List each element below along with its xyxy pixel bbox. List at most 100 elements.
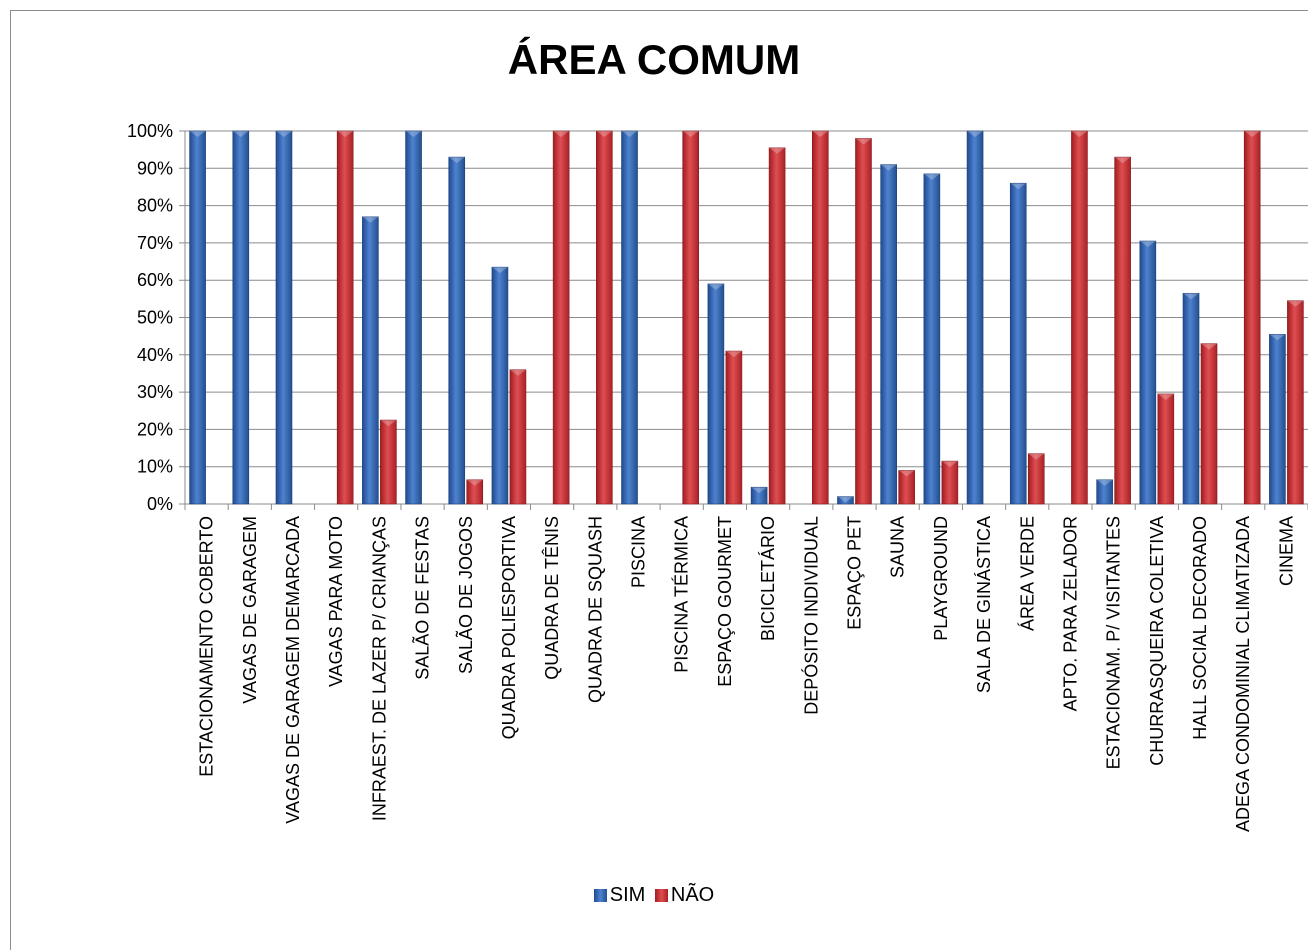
legend-swatch-nao bbox=[654, 889, 668, 902]
bar-no bbox=[1157, 393, 1175, 505]
x-category-label: SALÃO DE JOGOS bbox=[455, 516, 476, 674]
bar-cap bbox=[837, 496, 854, 503]
y-tick-label: 70% bbox=[137, 233, 173, 253]
x-category-label: ESPAÇO PET bbox=[844, 516, 864, 630]
bar-sim bbox=[1009, 182, 1027, 505]
y-tick-label: 0% bbox=[147, 494, 173, 514]
bar-sim bbox=[1139, 240, 1157, 505]
bar-cap bbox=[553, 131, 570, 137]
x-category-label: SAUNA bbox=[888, 516, 908, 578]
x-category-label: BICICLETÁRIO bbox=[758, 516, 778, 641]
bar-cap bbox=[491, 267, 508, 274]
x-category-label: QUADRA DE SQUASH bbox=[585, 516, 605, 703]
legend-label-nao: NÃO bbox=[670, 884, 715, 906]
bar-sim bbox=[405, 130, 422, 505]
x-category-label: CHURRASQUEIRA COLETIVA bbox=[1147, 516, 1167, 766]
bar-cap bbox=[189, 131, 206, 137]
bar-cap bbox=[1028, 453, 1045, 460]
bar-cap bbox=[855, 138, 872, 145]
x-category-label: SALÃO DE FESTAS bbox=[412, 516, 433, 680]
bar-cap bbox=[967, 131, 984, 137]
x-category-label: HALL SOCIAL DECORADO bbox=[1190, 516, 1210, 740]
bar-cap bbox=[1071, 131, 1088, 137]
x-category-label: ESPAÇO GOURMET bbox=[715, 516, 735, 687]
bar-no bbox=[466, 479, 484, 505]
chart-title: ÁREA COMUM bbox=[507, 36, 801, 83]
bar-cap bbox=[362, 216, 379, 223]
y-tick-label: 80% bbox=[137, 196, 173, 216]
bar-cap bbox=[1183, 293, 1200, 300]
bar-cap bbox=[941, 461, 958, 468]
bar-sim bbox=[880, 164, 897, 505]
legend-label-sim: SIM bbox=[609, 884, 646, 906]
bar-sim bbox=[966, 130, 984, 505]
bar-no bbox=[898, 470, 915, 505]
y-tick-label: 60% bbox=[137, 270, 173, 290]
bar-cap bbox=[596, 131, 613, 137]
bar-cap bbox=[1096, 479, 1113, 486]
bar-sim bbox=[232, 130, 250, 505]
x-category-label: SALA DE GINÁSTICA bbox=[974, 516, 994, 693]
x-category-label: VAGAS DE GARAGEM DEMARCADA bbox=[283, 516, 303, 824]
bar-cap bbox=[898, 470, 915, 477]
bar-sim bbox=[1096, 479, 1113, 505]
bar-no bbox=[1071, 130, 1088, 505]
bar-no bbox=[596, 130, 613, 505]
bar-sim bbox=[707, 283, 725, 505]
x-category-label: PLAYGROUND bbox=[931, 516, 951, 641]
bar-cap bbox=[923, 173, 940, 180]
bar-sim bbox=[491, 266, 509, 505]
y-tick-label: 30% bbox=[137, 382, 173, 402]
x-category-label: ESTACIONAMENTO COBERTO bbox=[197, 516, 217, 777]
legend: SIM NÃO bbox=[0, 884, 1308, 908]
bar-sim bbox=[923, 173, 941, 505]
bar-cap bbox=[769, 147, 786, 154]
legend-item-sim: SIM bbox=[593, 884, 646, 907]
bar-no bbox=[768, 147, 786, 505]
bar-cap bbox=[1287, 300, 1304, 307]
y-tick-label: 50% bbox=[137, 308, 173, 328]
x-category-label: QUADRA POLIESPORTIVA bbox=[499, 516, 519, 739]
x-category-label: ESTACIONAM. P/ VISITANTES bbox=[1104, 516, 1124, 769]
bar-cap bbox=[682, 131, 699, 137]
bar-sim bbox=[1269, 333, 1286, 505]
legend-item-nao: NÃO bbox=[654, 884, 715, 907]
bar-no bbox=[380, 419, 397, 505]
bar-cap bbox=[1244, 131, 1261, 137]
bar-cap bbox=[1139, 241, 1156, 248]
y-tick-label: 20% bbox=[137, 419, 173, 439]
bar-sim bbox=[362, 216, 379, 505]
chart-plot: 0% 10% 20% 30% 40% 50% 60% 70% 80% 90% 100% ESTACIO… bbox=[127, 121, 1308, 832]
bar-no bbox=[682, 130, 700, 505]
bar-cap bbox=[466, 479, 483, 486]
y-tick-label: 90% bbox=[137, 158, 173, 178]
x-category-label: QUADRA DE TÊNIS bbox=[542, 516, 562, 680]
bar-no bbox=[509, 369, 527, 505]
bar-cap bbox=[1010, 183, 1027, 190]
bar-cap bbox=[1114, 157, 1131, 164]
bar-cap bbox=[725, 351, 742, 358]
bar-cap bbox=[448, 157, 465, 164]
x-category-label: VAGAS DE GARAGEM bbox=[240, 516, 260, 704]
bar-cap bbox=[337, 131, 354, 137]
bar-cap bbox=[751, 487, 768, 494]
bar-cap bbox=[405, 131, 422, 137]
chart-frame bbox=[10, 10, 1308, 950]
bar-no bbox=[941, 460, 959, 505]
x-category-label: VAGAS PARA MOTO bbox=[326, 516, 346, 687]
x-category-label: ADEGA CONDOMINIAL CLIMATIZADA bbox=[1233, 516, 1253, 832]
y-tick-label: 100% bbox=[127, 121, 173, 141]
bar-cap bbox=[509, 369, 526, 376]
y-tick-label: 10% bbox=[137, 457, 173, 477]
bar-cap bbox=[380, 420, 397, 427]
bar-cap bbox=[1157, 393, 1174, 400]
x-category-label: PISCINA bbox=[629, 516, 649, 588]
bar-no bbox=[1200, 343, 1218, 505]
bar-cap bbox=[232, 131, 249, 137]
bar-sim bbox=[275, 130, 293, 505]
bar-no bbox=[1287, 300, 1304, 505]
x-category-label: ÁREA VERDE bbox=[1017, 516, 1037, 631]
bar-cap bbox=[1269, 334, 1286, 341]
bar-cap bbox=[275, 131, 292, 137]
bar-no bbox=[336, 130, 354, 505]
